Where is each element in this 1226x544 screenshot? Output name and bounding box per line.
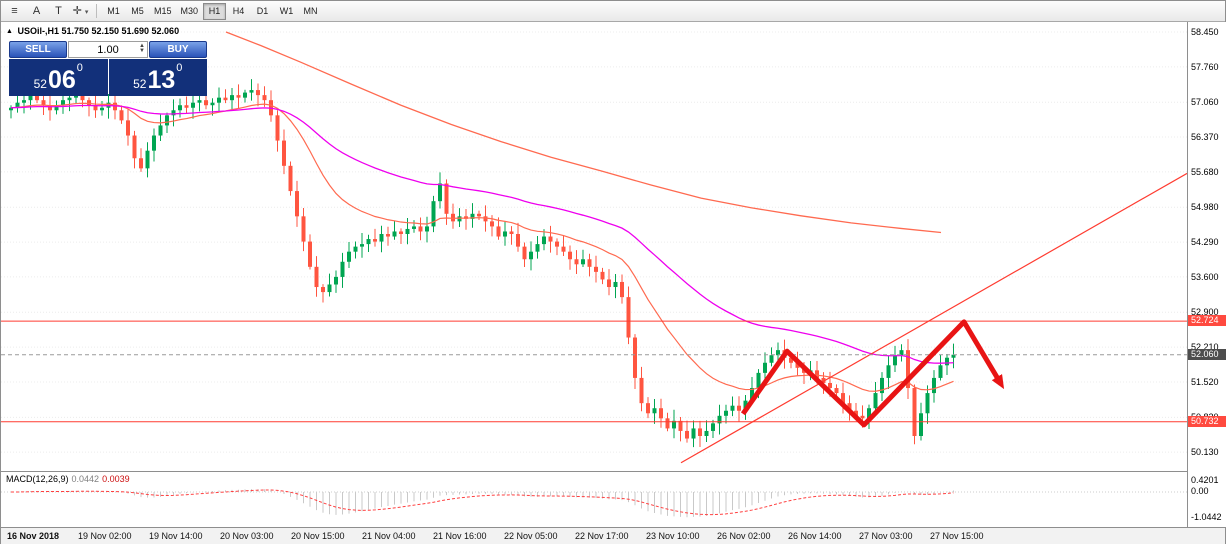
ma-slow-orange-line[interactable] bbox=[225, 31, 942, 234]
price-axis-label: 56.370 bbox=[1191, 132, 1219, 143]
sell-price-sup: 0 bbox=[76, 62, 83, 74]
timeframe-button-mn[interactable]: MN bbox=[299, 3, 322, 20]
price-axis-label: 52.900 bbox=[1191, 307, 1219, 318]
time-axis-label: 22 Nov 05:00 bbox=[504, 531, 558, 541]
macd-axis-label: -1.0442 bbox=[1191, 512, 1222, 523]
time-axis-label: 21 Nov 16:00 bbox=[433, 531, 487, 541]
cursor-a-icon[interactable]: A bbox=[26, 3, 47, 20]
one-click-trading-panel: SELL 1.00 ▲ ▼ BUY 52 06 0 52 13 0 bbox=[9, 41, 207, 96]
time-axis-label: 22 Nov 17:00 bbox=[575, 531, 629, 541]
timeframe-button-m15[interactable]: M15 bbox=[150, 3, 176, 20]
timeframe-button-h1[interactable]: H1 bbox=[203, 2, 227, 20]
volume-input[interactable]: 1.00 ▲ ▼ bbox=[68, 41, 148, 58]
price-axis-label: 55.680 bbox=[1191, 166, 1219, 177]
time-axis-label: 16 Nov 2018 bbox=[7, 531, 60, 541]
time-axis-label: 26 Nov 02:00 bbox=[717, 531, 771, 541]
sell-price-display[interactable]: 52 06 0 bbox=[9, 59, 108, 96]
timeframe-button-m30[interactable]: M30 bbox=[177, 3, 203, 20]
macd-histogram bbox=[17, 489, 954, 518]
analysis-zigzag-arrow[interactable] bbox=[740, 319, 1005, 428]
macd-signal-value: 0.0039 bbox=[102, 474, 130, 484]
symbol-ohlc-text: USOil-,H1 51.750 52.150 51.690 52.060 bbox=[17, 26, 180, 36]
menu-icon[interactable]: ≡ bbox=[4, 3, 25, 20]
volume-up-icon[interactable]: ▲ bbox=[139, 43, 145, 49]
timeframe-button-d1[interactable]: D1 bbox=[251, 3, 274, 20]
buy-price-display[interactable]: 52 13 0 bbox=[108, 59, 207, 96]
time-axis-label: 21 Nov 04:00 bbox=[362, 531, 416, 541]
macd-signal-line bbox=[10, 489, 954, 516]
price-axis-label: 57.760 bbox=[1191, 61, 1219, 72]
macd-label: MACD(12,26,9) 0.0442 0.0039 bbox=[6, 474, 130, 484]
candles-layer bbox=[9, 79, 956, 448]
time-axis-label: 27 Nov 03:00 bbox=[859, 531, 913, 541]
timeframe-button-w1[interactable]: W1 bbox=[275, 3, 298, 20]
price-axis[interactable]: 58.450 57.760 57.060 56.370 55.680 54.980 54.2… bbox=[1187, 22, 1226, 527]
price-tag-52.724: 52.724 bbox=[1188, 315, 1226, 327]
price-axis-label: 53.600 bbox=[1191, 271, 1219, 282]
ascending-trendline[interactable] bbox=[680, 172, 1187, 464]
symbol-info: ▲ USOil-,H1 51.750 52.150 51.690 52.060 bbox=[6, 26, 179, 36]
time-axis-label: 26 Nov 14:00 bbox=[788, 531, 842, 541]
timeframe-button-h4[interactable]: H4 bbox=[227, 3, 250, 20]
macd-axis-label: 0.00 bbox=[1191, 486, 1209, 496]
buy-price-small: 52 bbox=[133, 77, 147, 91]
macd-indicator-pane[interactable] bbox=[1, 471, 1187, 527]
price-axis-label: 54.980 bbox=[1191, 202, 1219, 213]
price-axis-label: 51.520 bbox=[1191, 376, 1219, 387]
toolbar-icons: ≡ A T ✛ ▾ bbox=[4, 3, 91, 20]
price-axis-label: 52.210 bbox=[1191, 342, 1219, 353]
price-tag-50.732: 50.732 bbox=[1188, 415, 1226, 427]
time-axis[interactable]: 16 Nov 2018 19 Nov 02:00 19 Nov 14:00 20 No… bbox=[1, 527, 1225, 544]
sell-price-big: 06 bbox=[47, 66, 76, 94]
macd-main-value: 0.0442 bbox=[71, 474, 100, 484]
price-chart[interactable] bbox=[1, 22, 1187, 471]
buy-button[interactable]: BUY bbox=[149, 41, 207, 58]
toolbar-separator bbox=[96, 4, 97, 18]
price-axis-label: 50.130 bbox=[1191, 447, 1219, 458]
sell-price-small: 52 bbox=[33, 77, 47, 91]
time-axis-label: 19 Nov 02:00 bbox=[78, 531, 132, 541]
time-axis-label: 23 Nov 10:00 bbox=[646, 531, 700, 541]
buy-price-sup: 0 bbox=[176, 62, 183, 74]
price-tag-52.060: 52.060 bbox=[1188, 348, 1226, 360]
macd-axis-label: 0.4201 bbox=[1191, 475, 1219, 486]
timeframe-button-m1[interactable]: M1 bbox=[102, 3, 125, 20]
time-axis-label: 27 Nov 15:00 bbox=[930, 531, 984, 541]
toolbar: ≡ A T ✛ ▾ M1 M5 M15 M30 H1 H4 D1 W1 MN bbox=[1, 1, 1225, 22]
volume-down-icon[interactable]: ▼ bbox=[139, 48, 145, 54]
price-axis-label: 58.450 bbox=[1191, 27, 1219, 37]
time-axis-label: 19 Nov 14:00 bbox=[149, 531, 203, 541]
volume-value: 1.00 bbox=[97, 43, 119, 56]
sell-button[interactable]: SELL bbox=[9, 41, 67, 58]
price-axis-label: 57.060 bbox=[1191, 97, 1219, 108]
text-tool-icon[interactable]: T bbox=[48, 3, 69, 20]
ma-magenta-line[interactable] bbox=[10, 104, 954, 364]
one-click-panel-toggle-icon[interactable]: ▲ bbox=[6, 28, 13, 35]
time-axis-label: 20 Nov 03:00 bbox=[220, 531, 274, 541]
macd-name: MACD(12,26,9) bbox=[6, 474, 69, 484]
price-axis-label: 54.290 bbox=[1191, 237, 1219, 248]
ma-fast-orange-line[interactable] bbox=[10, 102, 954, 392]
crosshair-tool-icon[interactable]: ✛ ▾ bbox=[70, 3, 91, 20]
timeframe-toolbar: M1 M5 M15 M30 H1 H4 D1 W1 MN bbox=[102, 2, 322, 20]
time-axis-label: 20 Nov 15:00 bbox=[291, 531, 345, 541]
buy-price-big: 13 bbox=[147, 66, 176, 94]
timeframe-button-m5[interactable]: M5 bbox=[126, 3, 149, 20]
